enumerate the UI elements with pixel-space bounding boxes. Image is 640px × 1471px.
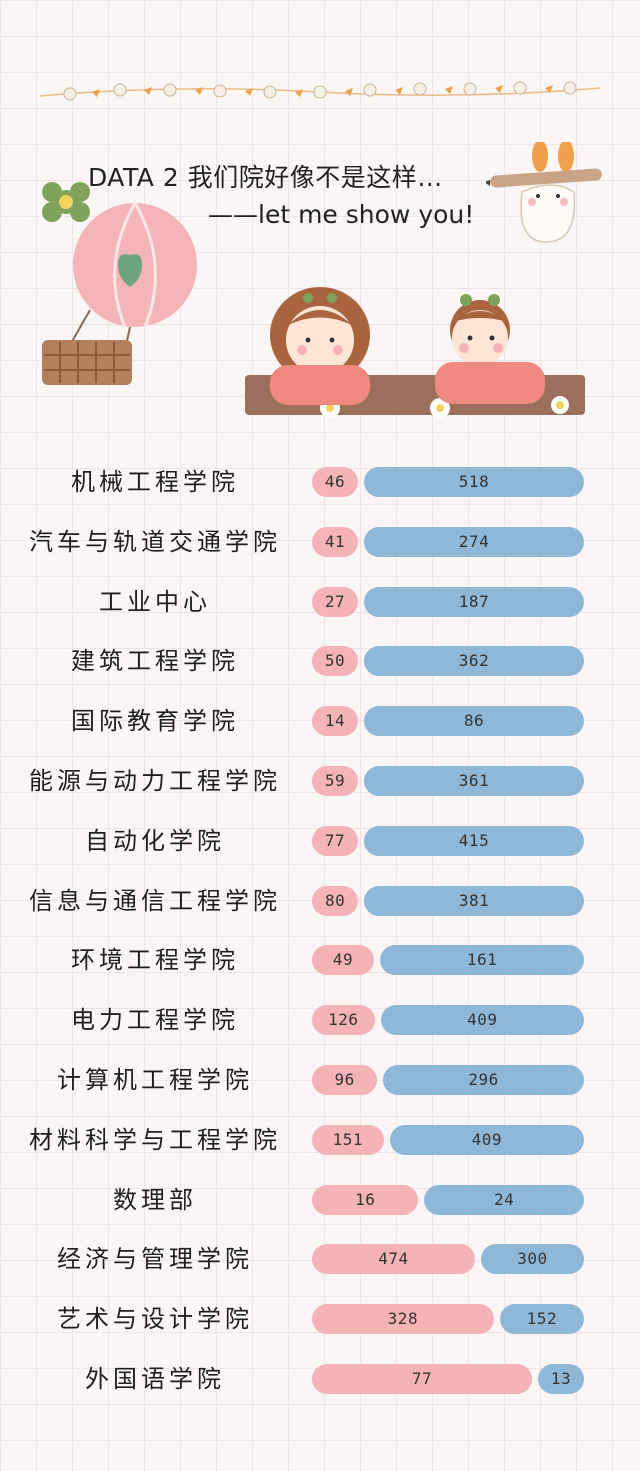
chart-row: 经济与管理学院 474 300 (0, 1237, 640, 1281)
chart-row: 艺术与设计学院 328 152 (0, 1297, 640, 1341)
category-label: 外国语学院 (85, 1365, 225, 1393)
chart-row: 建筑工程学院 50 362 (0, 639, 640, 683)
bar-pink: 96 (312, 1065, 378, 1095)
bar-blue: 409 (380, 1005, 584, 1036)
bar-pink: 151 (312, 1124, 384, 1155)
bar-blue: 24 (424, 1184, 584, 1215)
category-label: 建筑工程学院 (71, 647, 239, 676)
category-label: 国际教育学院 (71, 707, 239, 736)
category-label: 信息与通信工程学院 (29, 886, 281, 915)
bar-blue: 187 (364, 586, 584, 617)
bar-pink: 80 (312, 885, 359, 916)
category-label: 自动化学院 (85, 826, 225, 855)
bar-pink: 474 (312, 1244, 475, 1275)
header-title: DATA 2 我们院好像不是这样… (88, 163, 443, 192)
chart-row: 信息与通信工程学院 80 381 (0, 879, 640, 923)
chart-row: 机械工程学院 46 518 (0, 460, 640, 504)
bar-blue: 415 (364, 825, 584, 856)
chart-row: 计算机工程学院 96 296 (0, 1058, 640, 1102)
category-label: 计算机工程学院 (57, 1066, 253, 1094)
category-label: 数理部 (113, 1185, 197, 1214)
bar-pink: 77 (312, 1364, 532, 1394)
hot-air-balloon-icon (42, 182, 197, 385)
bar-blue: 86 (364, 706, 584, 737)
bar-pink: 41 (312, 526, 358, 557)
bar-pink: 59 (312, 766, 358, 796)
category-label: 机械工程学院 (71, 468, 239, 496)
bar-blue: 409 (389, 1124, 584, 1155)
bar-blue: 152 (499, 1304, 584, 1335)
bunny-icon (486, 142, 602, 243)
category-label: 材料科学与工程学院 (29, 1125, 281, 1154)
bar-pink: 14 (312, 706, 358, 737)
bar-blue: 381 (364, 885, 584, 916)
bar-blue: 296 (383, 1065, 584, 1095)
bar-pink: 328 (312, 1304, 494, 1335)
bar-blue: 161 (380, 945, 584, 976)
category-label: 艺术与设计学院 (57, 1305, 253, 1334)
chart-row: 汽车与轨道交通学院 41 274 (0, 520, 640, 564)
bar-blue: 518 (364, 467, 584, 497)
chart-row: 数理部 16 24 (0, 1178, 640, 1222)
bar-pink: 77 (312, 825, 358, 856)
chart-row: 国际教育学院 14 86 (0, 699, 640, 743)
bar-pink: 49 (312, 945, 375, 976)
kids-illustration (245, 287, 585, 418)
category-label: 环境工程学院 (71, 946, 239, 975)
bar-blue: 13 (538, 1364, 584, 1394)
bar-blue: 300 (480, 1244, 584, 1275)
bar-pink: 16 (312, 1184, 419, 1215)
header-subtitle: ——let me show you! (208, 200, 475, 229)
bar-pink: 50 (312, 646, 358, 677)
bar-pink: 126 (312, 1005, 375, 1036)
chart-row: 能源与动力工程学院 59 361 (0, 759, 640, 803)
bar-blue: 274 (364, 526, 584, 557)
chart-row: 环境工程学院 49 161 (0, 938, 640, 982)
bar-pink: 27 (312, 586, 358, 617)
chart-row: 电力工程学院 126 409 (0, 998, 640, 1042)
category-label: 能源与动力工程学院 (29, 767, 281, 795)
bar-pink: 46 (312, 467, 358, 497)
chart-row: 自动化学院 77 415 (0, 819, 640, 863)
category-label: 经济与管理学院 (57, 1245, 253, 1274)
category-label: 电力工程学院 (71, 1006, 239, 1035)
bar-blue: 361 (364, 766, 584, 796)
category-label: 工业中心 (99, 587, 211, 616)
garland-decoration (40, 81, 600, 101)
bar-blue: 362 (364, 646, 584, 677)
chart-row: 外国语学院 77 13 (0, 1357, 640, 1401)
chart-row: 材料科学与工程学院 151 409 (0, 1118, 640, 1162)
category-label: 汽车与轨道交通学院 (29, 527, 281, 556)
chart-row: 工业中心 27 187 (0, 580, 640, 624)
